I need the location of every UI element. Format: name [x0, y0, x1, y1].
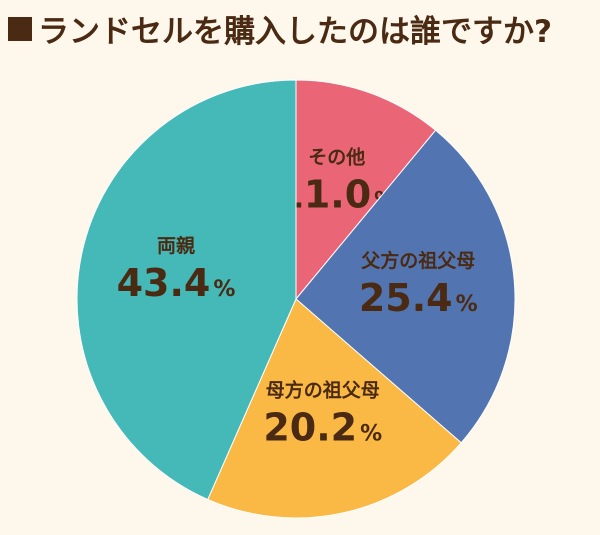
slice-value-3: 43.4%: [117, 261, 236, 305]
slice-label-1: 父方の祖父母: [360, 249, 475, 272]
slice-value-1: 25.4%: [359, 276, 478, 320]
pie-slice-0: [295, 79, 437, 301]
slice-value-2: 20.2%: [263, 406, 382, 450]
slice-label-2: 母方の祖父母: [266, 379, 380, 402]
pie-slice-2: [207, 298, 462, 519]
slice-label-3: 両親: [157, 234, 195, 257]
pie-slice-1: [295, 129, 516, 444]
chart-title-text: ランドセルを購入したのは誰ですか?: [38, 14, 552, 50]
pie-slice-3: [76, 79, 297, 501]
chart-title: ランドセルを購入したのは誰ですか?: [8, 6, 552, 51]
title-square-icon: [8, 16, 32, 41]
slice-label-0: その他: [308, 146, 365, 169]
